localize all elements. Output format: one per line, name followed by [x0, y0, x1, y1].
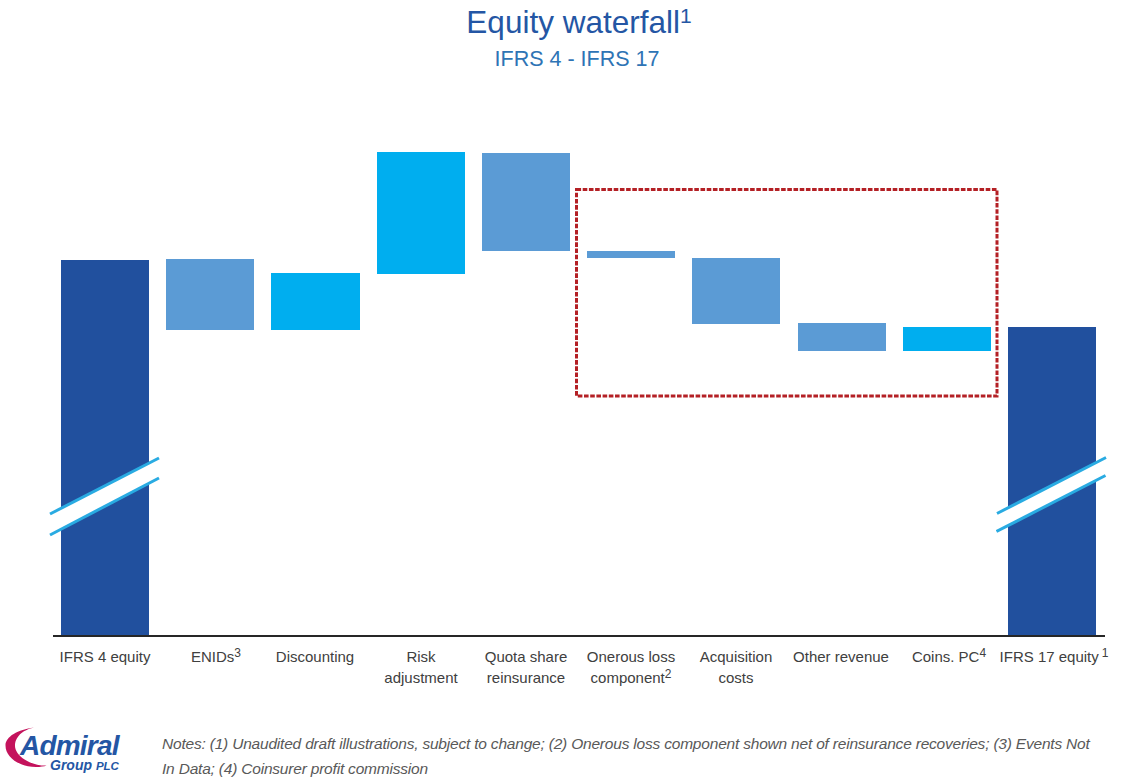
svg-text:Group PLC: Group PLC — [50, 757, 120, 773]
